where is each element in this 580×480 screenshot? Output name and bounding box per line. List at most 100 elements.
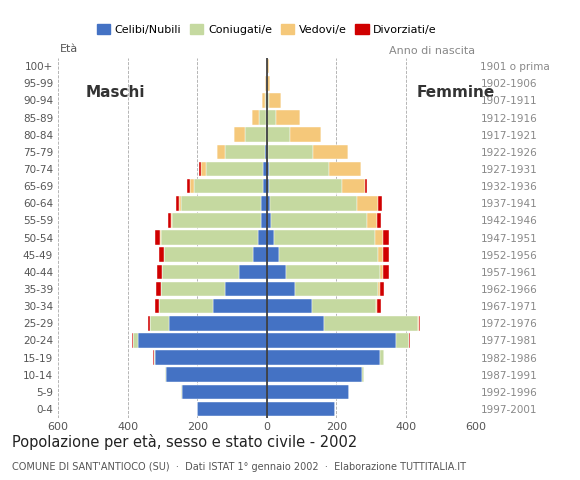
Bar [157,264,162,279]
Bar [267,248,279,262]
Bar [168,213,171,228]
Bar [159,299,213,313]
Bar [264,93,266,108]
Bar [295,282,378,296]
Bar [267,93,269,108]
Bar [217,144,226,159]
Bar [157,282,161,296]
Bar [234,128,245,142]
Bar [266,110,267,125]
Bar [267,162,269,176]
Bar [199,162,201,176]
Bar [267,299,312,313]
Bar [265,76,266,91]
Bar [274,230,375,245]
Bar [286,264,380,279]
Bar [138,333,267,348]
Bar [154,350,155,365]
Bar [263,179,267,193]
Bar [279,248,378,262]
Bar [165,368,166,382]
Bar [172,213,260,228]
Bar [266,144,267,159]
Bar [253,248,267,262]
Text: Maschi: Maschi [86,85,146,100]
Bar [179,196,181,211]
Bar [182,384,267,399]
Bar [324,316,418,331]
Bar [267,76,270,91]
Bar [267,333,396,348]
Bar [365,179,367,193]
Bar [187,179,190,193]
Bar [267,368,362,382]
Bar [269,162,329,176]
Bar [409,333,410,348]
Bar [201,162,206,176]
Bar [225,282,267,296]
Bar [267,282,295,296]
Bar [342,179,365,193]
Bar [164,248,253,262]
Bar [155,299,159,313]
Bar [267,230,274,245]
Bar [181,196,261,211]
Bar [267,384,349,399]
Text: Anno di nascita: Anno di nascita [390,46,476,56]
Bar [258,230,267,245]
Bar [329,162,361,176]
Bar [261,196,267,211]
Bar [161,282,225,296]
Bar [159,248,164,262]
Text: Popolazione per età, sesso e stato civile - 2002: Popolazione per età, sesso e stato civil… [12,434,357,450]
Bar [383,230,389,245]
Text: Età: Età [60,44,78,54]
Bar [383,248,389,262]
Bar [267,110,276,125]
Bar [375,230,383,245]
Bar [376,299,377,313]
Bar [166,368,267,382]
Bar [267,59,269,73]
Bar [155,350,267,365]
Bar [252,110,259,125]
Bar [194,179,263,193]
Bar [380,282,385,296]
Bar [176,196,179,211]
Bar [267,144,268,159]
Bar [245,128,266,142]
Text: COMUNE DI SANT'ANTIOCO (SU)  ·  Dati ISTAT 1° gennaio 2002  ·  Elaborazione TUTT: COMUNE DI SANT'ANTIOCO (SU) · Dati ISTAT… [12,462,466,472]
Bar [267,350,380,365]
Bar [197,402,267,416]
Bar [380,350,384,365]
Bar [357,196,378,211]
Bar [377,213,380,228]
Bar [269,179,342,193]
Bar [276,110,300,125]
Bar [169,316,267,331]
Bar [171,213,172,228]
Bar [150,316,169,331]
Bar [377,299,380,313]
Bar [367,213,377,228]
Bar [312,299,376,313]
Bar [267,264,286,279]
Bar [132,333,133,348]
Text: Femmine: Femmine [416,85,495,100]
Bar [313,144,348,159]
Bar [148,316,150,331]
Bar [380,264,383,279]
Bar [263,162,267,176]
Bar [155,230,160,245]
Bar [267,316,324,331]
Bar [396,333,409,348]
Bar [206,162,263,176]
Bar [419,316,420,331]
Bar [190,179,194,193]
Bar [260,213,267,228]
Bar [226,144,266,159]
Bar [267,179,269,193]
Bar [271,213,367,228]
Bar [160,230,161,245]
Bar [383,264,389,279]
